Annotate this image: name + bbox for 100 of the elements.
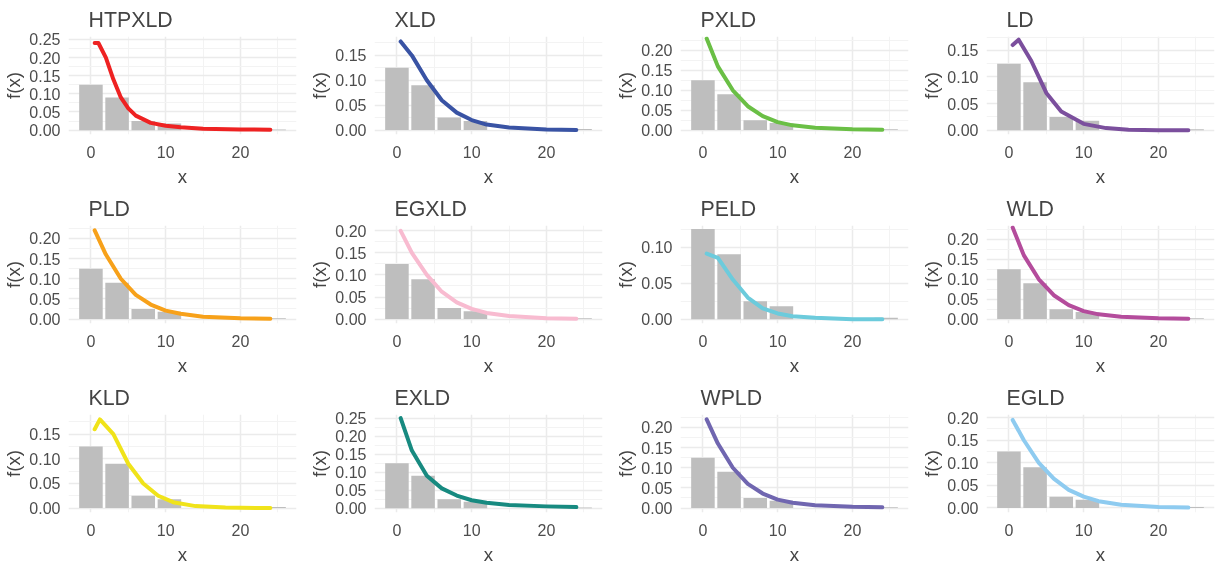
x-tick-label: 0 [1004, 143, 1014, 161]
x-axis-title: x [789, 543, 800, 565]
y-tick-label: 0.05 [335, 289, 367, 307]
y-tick-label: 0.15 [335, 244, 367, 262]
y-tick-label: 0.00 [641, 122, 673, 140]
y-tick-label: 0.15 [641, 62, 673, 80]
y-tick-label: 0.05 [947, 477, 979, 495]
x-tick-label: 20 [1149, 332, 1168, 350]
x-tick-label: 20 [537, 332, 556, 350]
y-axis-title: f(x) [921, 450, 943, 477]
y-axis-title: f(x) [615, 261, 637, 288]
y-tick-label: 0.20 [947, 409, 979, 427]
x-axis-title: x [177, 543, 188, 565]
y-tick-label: 0.25 [29, 31, 61, 49]
y-tick-label: 0.05 [29, 104, 61, 121]
y-tick-label: 0.00 [335, 311, 367, 329]
chart-title: KLD [88, 385, 130, 410]
y-tick-label: 0.00 [947, 122, 979, 140]
y-tick-label: 0.15 [29, 426, 61, 444]
y-tick-label: 0.00 [641, 311, 673, 329]
x-axis-title: x [483, 165, 494, 187]
y-axis-title: f(x) [309, 261, 331, 288]
y-tick-label: 0.10 [335, 72, 367, 90]
y-tick-label: 0.05 [641, 479, 673, 497]
y-tick-label: 0.10 [947, 271, 979, 289]
chart-title: PLD [88, 196, 130, 221]
x-axis-title: x [1095, 165, 1106, 187]
x-tick-label: 20 [843, 332, 862, 350]
y-tick-label: 0.05 [335, 482, 367, 500]
y-tick-label: 0.20 [335, 222, 367, 240]
x-tick-label: 0 [698, 143, 708, 161]
y-tick-label: 0.10 [947, 68, 979, 86]
chart-title: WPLD [700, 385, 763, 410]
x-tick-label: 20 [231, 332, 250, 350]
x-axis-title: x [177, 354, 188, 376]
y-tick-label: 0.15 [947, 432, 979, 450]
y-tick-label: 0.05 [29, 290, 61, 308]
x-tick-label: 10 [768, 521, 787, 539]
x-tick-label: 0 [392, 521, 402, 539]
chart-title: HTPXLD [88, 7, 173, 32]
y-tick-label: 0.10 [335, 266, 367, 284]
x-axis-title: x [483, 354, 494, 376]
x-axis-title: x [1095, 354, 1106, 376]
y-tick-label: 0.10 [947, 454, 979, 472]
y-tick-label: 0.15 [29, 67, 61, 85]
x-tick-label: 10 [1074, 332, 1093, 350]
y-tick-label: 0.15 [335, 446, 367, 464]
x-tick-label: 20 [537, 521, 556, 539]
y-axis-title: f(x) [309, 450, 331, 477]
chart-title: WLD [1006, 196, 1054, 221]
y-axis-title: f(x) [3, 261, 25, 288]
y-tick-label: 0.20 [29, 49, 61, 67]
x-tick-label: 10 [462, 521, 481, 539]
y-tick-label: 0.05 [641, 102, 673, 120]
x-tick-label: 20 [537, 143, 556, 161]
y-tick-label: 0.10 [29, 450, 61, 468]
x-tick-label: 10 [768, 143, 787, 161]
y-tick-label: 0.20 [947, 231, 979, 249]
y-tick-label: 0.10 [641, 239, 673, 257]
chart-title: EXLD [394, 385, 451, 410]
y-tick-label: 0.15 [29, 250, 61, 268]
y-tick-label: 0.10 [335, 464, 367, 482]
x-axis-title: x [177, 165, 188, 187]
x-tick-label: 0 [86, 521, 96, 539]
y-tick-label: 0.00 [29, 311, 61, 329]
chart-title: LD [1006, 7, 1034, 32]
x-tick-label: 0 [1004, 521, 1014, 539]
x-tick-label: 20 [1149, 143, 1168, 161]
x-tick-label: 0 [698, 521, 708, 539]
chart-title: EGXLD [394, 196, 467, 221]
x-axis-title: x [789, 354, 800, 376]
y-tick-label: 0.10 [641, 459, 673, 477]
y-tick-label: 0.00 [947, 311, 979, 329]
x-tick-label: 10 [462, 332, 481, 350]
x-axis-title: x [789, 165, 800, 187]
y-axis-title: f(x) [3, 72, 25, 99]
y-tick-label: 0.15 [641, 439, 673, 457]
x-tick-label: 0 [392, 332, 402, 350]
y-tick-label: 0.10 [641, 82, 673, 100]
y-tick-label: 0.10 [29, 85, 61, 103]
x-tick-label: 0 [1004, 332, 1014, 350]
y-axis-title: f(x) [921, 261, 943, 288]
chart-title: EGLD [1006, 385, 1065, 410]
x-tick-label: 10 [156, 143, 175, 161]
x-axis-title: x [1095, 543, 1106, 565]
y-axis-title: f(x) [921, 72, 943, 99]
y-axis-title: f(x) [3, 450, 25, 477]
y-tick-label: 0.05 [947, 95, 979, 113]
y-tick-label: 0.15 [947, 251, 979, 269]
y-axis-title: f(x) [309, 72, 331, 99]
y-tick-label: 0.00 [29, 122, 61, 140]
x-tick-label: 10 [1074, 143, 1093, 161]
y-tick-label: 0.05 [335, 97, 367, 115]
y-tick-label: 0.00 [335, 122, 367, 140]
x-tick-label: 0 [86, 332, 96, 350]
x-axis-title: x [483, 543, 494, 565]
y-tick-label: 0.05 [29, 475, 61, 493]
y-tick-label: 0.15 [947, 42, 979, 60]
y-tick-label: 0.25 [335, 410, 367, 428]
y-tick-label: 0.00 [641, 500, 673, 518]
